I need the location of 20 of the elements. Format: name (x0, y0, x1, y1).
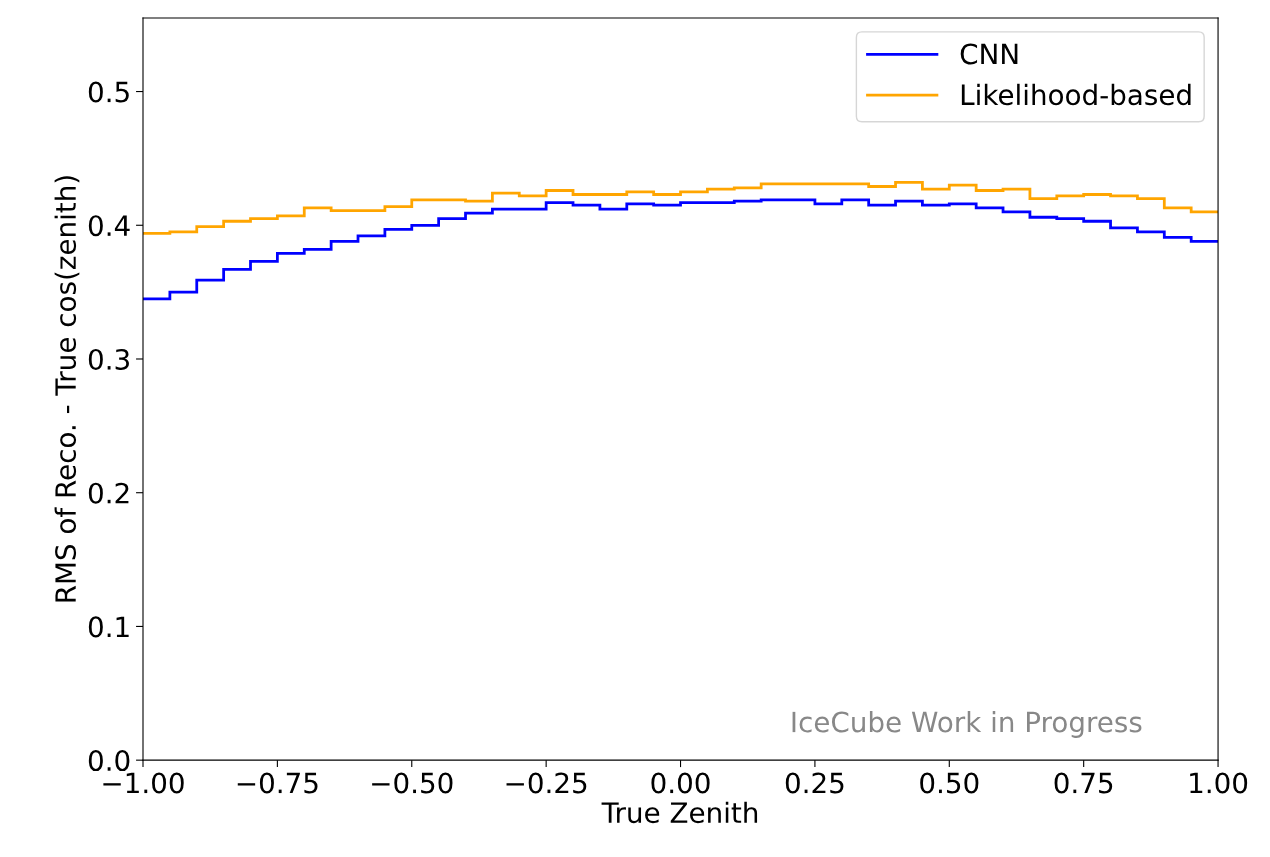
x-tick-label: −0.75 (237, 772, 318, 794)
legend-label: Likelihood-based (961, 83, 1191, 106)
x-tick-label: 0.75 (1054, 772, 1113, 794)
y-tick-label: 0.4 (88, 215, 130, 237)
x-tick-label: −0.25 (506, 772, 587, 794)
x-tick-label: −0.50 (372, 772, 453, 794)
y-tick-label: 0.1 (88, 616, 129, 638)
x-tick-label: 1.00 (1190, 772, 1248, 794)
annotation: IceCube Work in Progress (792, 711, 1142, 738)
y-tick-label: 0.5 (88, 81, 129, 103)
x-axis-title: True Zenith (601, 801, 758, 824)
x-tick-label: 0.25 (785, 772, 844, 794)
legend-label: CNN (960, 43, 1018, 65)
x-tick-label: 0.50 (920, 772, 979, 794)
y-tick-label: 0.2 (88, 482, 129, 504)
y-axis-title: RMS of Reco. - True cos(zenith) (54, 176, 80, 602)
y-tick-label: 0.0 (88, 750, 130, 772)
y-tick-label: 0.3 (88, 348, 129, 370)
x-tick-label: 0.00 (651, 772, 710, 794)
x-tick-label: −1.00 (103, 772, 184, 794)
